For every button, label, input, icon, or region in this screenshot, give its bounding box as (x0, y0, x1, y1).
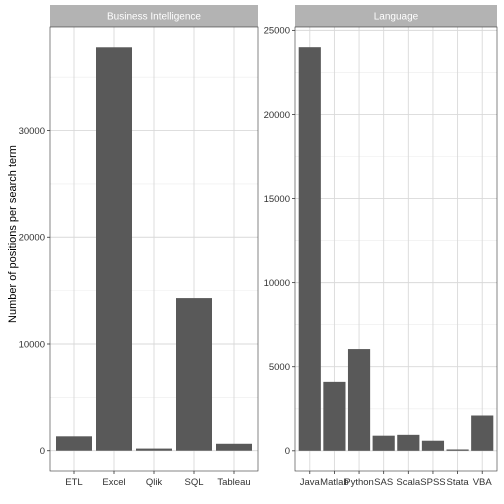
x-tick-label-etl: ETL (65, 477, 82, 488)
facet-strip (50, 5, 258, 27)
facet-strip (295, 5, 497, 27)
bar-sas (372, 435, 395, 451)
y-tick-label: 25000 (264, 26, 290, 37)
x-tick-label-stata: Stata (446, 477, 469, 488)
y-tick-label: 0 (285, 446, 290, 457)
x-tick-label-python: Python (344, 477, 374, 488)
x-tick-label-sas: SAS (374, 477, 393, 488)
x-tick-label-tableau: Tableau (217, 477, 250, 488)
bar-spss (421, 440, 445, 451)
bar-python (347, 349, 371, 451)
y-tick-label: 15000 (264, 194, 290, 205)
y-tick-label: 10000 (19, 339, 45, 350)
y-tick-label: 30000 (19, 126, 45, 137)
panel-language: Language 0 5000 10000 15000 20000 25000 Java Mat… (264, 5, 498, 488)
x-tick-label-vba: VBA (473, 477, 493, 488)
bar-stata (446, 449, 469, 451)
panel-border (294, 26, 498, 472)
y-axis-label: Number of positions per search term (7, 145, 19, 323)
bar-qlik (136, 448, 172, 451)
y-tick-label: 5000 (269, 362, 290, 373)
x-tick-label-spss: SPSS (420, 477, 445, 488)
bar-java (298, 47, 321, 451)
bar-etl (56, 436, 92, 451)
bar-scala (397, 434, 420, 451)
bar-excel (96, 47, 132, 451)
bar-tableau (216, 443, 252, 451)
facet-title: Business Intelligence (107, 12, 201, 23)
x-tick-label-sql: SQL (184, 477, 203, 488)
y-tick-label: 10000 (264, 278, 290, 289)
y-tick-label: 20000 (19, 233, 45, 244)
panel-business-intelligence: Business Intelligence 0 10000 20000 30000 ETL… (19, 5, 259, 488)
bar-sql (176, 298, 212, 451)
x-tick-label-java: Java (300, 477, 321, 488)
facet-title: Language (374, 12, 419, 23)
y-tick-label: 0 (40, 446, 45, 457)
x-tick-label-scala: Scala (396, 477, 420, 488)
bar-matlab (323, 381, 346, 451)
x-tick-label-matlab: Matlab (320, 477, 349, 488)
x-tick-label-qlik: Qlik (146, 477, 163, 488)
y-tick-label: 20000 (264, 110, 290, 121)
bar-vba (471, 415, 494, 451)
x-tick-label-excel: Excel (102, 477, 125, 488)
